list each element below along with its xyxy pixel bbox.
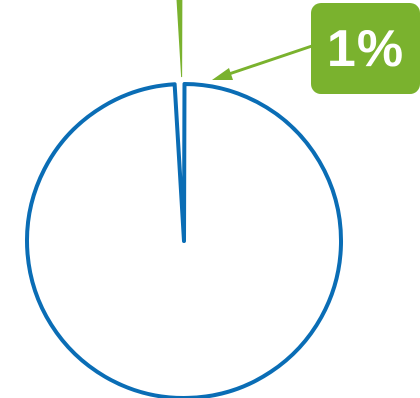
callout-arrow-head <box>212 68 233 80</box>
callout-label-text: 1% <box>326 19 405 78</box>
pie-slice-main <box>25 82 343 398</box>
pie-slices <box>25 0 343 398</box>
callout-label-box: 1% <box>311 3 420 94</box>
callout-arrow-line <box>225 44 313 77</box>
pie-slice-highlight <box>176 0 183 78</box>
